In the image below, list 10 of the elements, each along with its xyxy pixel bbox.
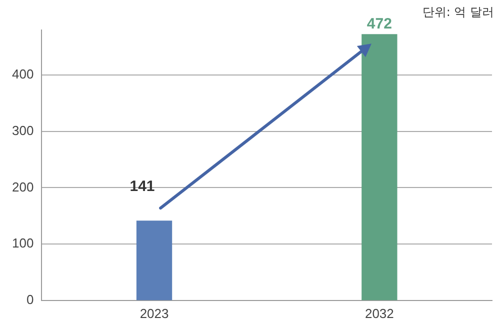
- y-tick-label: 200: [12, 179, 34, 194]
- text: 단위: 억 달러: [422, 4, 494, 21]
- data-label: 472: [366, 16, 392, 33]
- data-label: 141: [130, 178, 155, 195]
- y-tick-label: 300: [12, 122, 34, 138]
- y-tick-label: 100: [12, 236, 34, 251]
- x-tick-label: 2032: [364, 306, 394, 321]
- y-tick-label: 400: [12, 66, 34, 82]
- y-tick-label: 0: [26, 292, 34, 307]
- x-tick-label: 2023: [140, 306, 169, 321]
